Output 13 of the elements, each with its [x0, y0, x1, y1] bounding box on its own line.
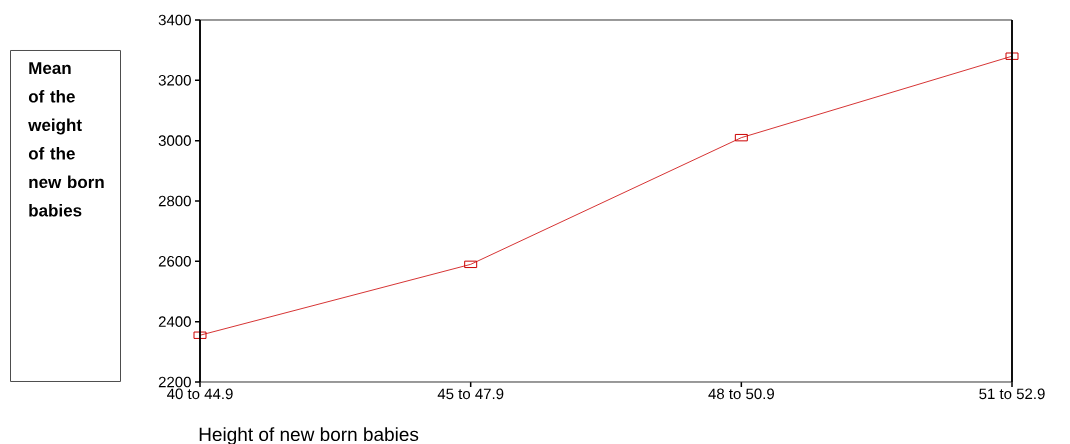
x-tick-label: 51 to 52.9	[979, 388, 1045, 400]
y-tick-label: 3200	[158, 75, 191, 86]
x-tick-label: 40 to 44.9	[166, 388, 233, 400]
x-tick-label: 45 to 47.9	[437, 388, 504, 400]
x-axis-title: Height of new born babies	[199, 427, 419, 444]
y-tick-label: 3400	[158, 14, 191, 26]
y-tick-label: 3000	[158, 135, 191, 146]
y-tick-label: 2600	[158, 256, 191, 267]
y-tick-label: 2800	[158, 195, 191, 207]
y-axis-title: Mean of the weight of the new born babies	[28, 62, 104, 217]
y-tick-label: 2200	[158, 376, 191, 388]
y-tick-label: 2400	[158, 316, 191, 327]
x-tick-label: 48 to 50.9	[708, 388, 774, 400]
